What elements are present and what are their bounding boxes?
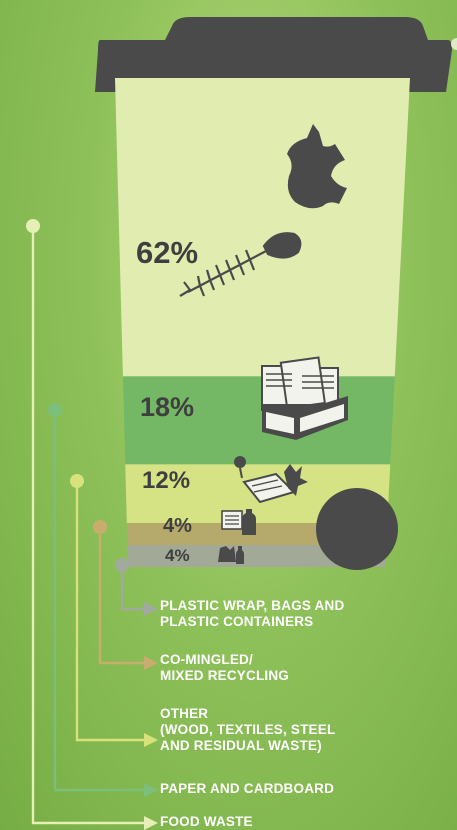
fish-bone-icon [179,232,302,297]
leader-dot [26,219,40,233]
apple-core-icon [287,124,347,209]
legend-label-paper-cardboard: PAPER AND CARDBOARD [160,781,335,796]
legend-label-mixed-recycling: CO-MINGLED/ MIXED RECYCLING [160,652,290,683]
leader-plastic [115,558,158,616]
legend-label-other: OTHER (WOOD, TEXTILES, STEEL AND RESIDUA… [160,706,336,753]
legend-leaders [26,219,158,830]
bag-bottle-icon [218,546,244,564]
leader-arrow [144,733,158,747]
leader-mixed-recycling [93,520,158,670]
value-label-mixed-recycling: 4% [163,515,192,537]
leader-other [70,474,158,747]
paper-bottle-icon [221,509,256,535]
bin-segment-food-waste [115,78,410,377]
newspaper-box-icon [261,356,348,440]
leader-arrow [144,816,158,830]
bin-wheel [316,488,398,570]
value-label-paper-cardboard: 18% [140,392,194,422]
leader-line [53,410,148,792]
legend-label-food-waste: FOOD WASTE [160,814,253,829]
legend-label-plastic: PLASTIC WRAP, BAGS AND PLASTIC CONTAINER… [160,598,345,629]
leader-line [75,481,148,742]
leader-line [120,565,148,611]
leader-line [98,527,148,665]
leader-dot [48,403,62,417]
lightbulb-book-leaves-icon [234,456,308,504]
leader-arrow [144,602,158,616]
lid-hinge [451,38,457,50]
leader-line [31,226,148,825]
leader-food-waste [26,219,158,830]
leader-arrow [144,783,158,797]
value-label-food-waste: 62% [136,235,198,270]
leader-dot [93,520,107,534]
value-label-plastic: 4% [165,546,190,565]
leader-dot [70,474,84,488]
leader-arrow [144,656,158,670]
leader-dot [115,558,129,572]
leader-paper-cardboard [48,403,158,797]
value-label-other: 12% [142,467,190,494]
lid-top [165,17,428,40]
